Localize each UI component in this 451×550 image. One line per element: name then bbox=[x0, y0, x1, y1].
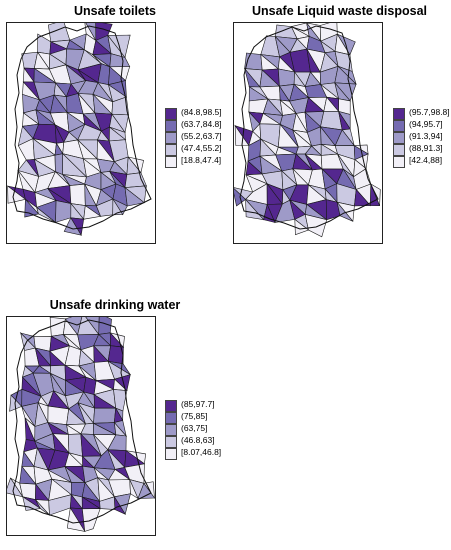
legend-item: (46.8,63] bbox=[165, 435, 245, 448]
district-region bbox=[55, 200, 72, 223]
district-region bbox=[114, 495, 126, 515]
district-region bbox=[47, 405, 70, 426]
legend-swatch bbox=[165, 108, 177, 120]
district-region bbox=[304, 213, 328, 238]
legend-label: [18.8,47.4] bbox=[181, 155, 222, 165]
legend-label: (94,95.7] bbox=[409, 119, 443, 129]
district-region bbox=[66, 507, 86, 532]
map-districts bbox=[7, 317, 155, 532]
legend-item: [42.4,88] bbox=[393, 155, 451, 168]
district-region bbox=[245, 198, 265, 221]
legend-swatch bbox=[165, 436, 177, 448]
legend-label: (88,91.3] bbox=[409, 143, 443, 153]
district-region bbox=[129, 479, 139, 500]
choropleth-map bbox=[6, 22, 156, 244]
map-panel-unsafe-toilets: Unsafe toilets (84.8,98.5] (63.7,84.8] (… bbox=[0, 0, 230, 260]
legend-label: (63,75] bbox=[181, 423, 208, 433]
map-panel-unsafe-drinking-water: Unsafe drinking water (85,97.7] (75,85] … bbox=[0, 294, 230, 550]
district-region bbox=[83, 205, 102, 220]
legend-swatch bbox=[393, 120, 405, 132]
legend-item: (47.4,55.2] bbox=[165, 143, 245, 156]
panel-title: Unsafe drinking water bbox=[49, 298, 181, 312]
legend-label: (47.4,55.2] bbox=[181, 143, 222, 153]
district-region bbox=[19, 482, 37, 500]
panel-title: Unsafe toilets bbox=[74, 4, 156, 18]
district-region bbox=[277, 68, 295, 87]
legend-item: [8.07,46.8] bbox=[165, 447, 245, 460]
choropleth-map bbox=[6, 316, 156, 536]
legend-item: (63,75] bbox=[165, 423, 245, 436]
legend-swatch bbox=[393, 132, 405, 144]
legend-item: (94,95.7] bbox=[393, 119, 451, 132]
district-region bbox=[36, 206, 56, 223]
legend-swatch bbox=[165, 156, 177, 168]
district-region bbox=[35, 499, 50, 516]
district-region bbox=[124, 172, 147, 188]
legend-swatch bbox=[165, 400, 177, 412]
legend-swatch bbox=[165, 424, 177, 436]
legend-label: (84.8,98.5] bbox=[181, 107, 222, 117]
district-region bbox=[54, 153, 64, 176]
legend-item: (55.2,63.7] bbox=[165, 131, 245, 144]
district-region bbox=[93, 407, 117, 424]
legend-item: [18.8,47.4] bbox=[165, 155, 245, 168]
legend-item: (75,85] bbox=[165, 411, 245, 424]
country-outline bbox=[12, 25, 152, 230]
panel-title: Unsafe Liquid waste disposal bbox=[251, 4, 428, 18]
legend-item: (95.7,98.8] bbox=[393, 107, 451, 120]
legend-label: [8.07,46.8] bbox=[181, 447, 222, 457]
legend-item: (91.3,94] bbox=[393, 131, 451, 144]
district-region bbox=[112, 197, 124, 216]
ghana-district-map bbox=[7, 23, 152, 237]
legend-item: (84.8,98.5] bbox=[165, 107, 245, 120]
district-region bbox=[354, 188, 372, 207]
legend-label: (91.3,94] bbox=[409, 131, 443, 141]
map-panel-unsafe-liquid-waste-disposal: Unsafe Liquid waste disposal (95.7,98.8]… bbox=[228, 0, 451, 260]
legend-item: (63.7,84.8] bbox=[165, 119, 245, 132]
legend-swatch bbox=[393, 144, 405, 156]
legend-swatch bbox=[393, 108, 405, 120]
legend-label: [42.4,88] bbox=[409, 155, 443, 165]
legend-label: (55.2,63.7] bbox=[181, 131, 222, 141]
country-outline bbox=[239, 25, 379, 230]
choropleth-map bbox=[233, 22, 383, 244]
legend-swatch bbox=[165, 412, 177, 424]
district-region bbox=[336, 202, 354, 222]
country-outline bbox=[12, 319, 152, 524]
ghana-district-map bbox=[234, 23, 381, 238]
legend-swatch bbox=[165, 448, 177, 460]
district-region bbox=[69, 183, 86, 206]
legend-label: (75,85] bbox=[181, 411, 208, 421]
legend-item: (85,97.7] bbox=[165, 399, 245, 412]
district-region bbox=[7, 185, 27, 204]
legend-item: (88,91.3] bbox=[393, 143, 451, 156]
legend-swatch bbox=[165, 120, 177, 132]
legend-label: (95.7,98.8] bbox=[409, 107, 450, 117]
legend-label: (46.8,63] bbox=[181, 435, 215, 445]
legend-label: (85,97.7] bbox=[181, 399, 215, 409]
legend-swatch bbox=[393, 156, 405, 168]
map-districts bbox=[7, 23, 147, 237]
legend-swatch bbox=[165, 144, 177, 156]
district-region bbox=[124, 186, 146, 207]
legend-label: (63.7,84.8] bbox=[181, 119, 222, 129]
legend-swatch bbox=[165, 132, 177, 144]
district-region bbox=[137, 482, 155, 499]
district-region bbox=[63, 217, 82, 236]
ghana-district-map bbox=[7, 317, 155, 532]
